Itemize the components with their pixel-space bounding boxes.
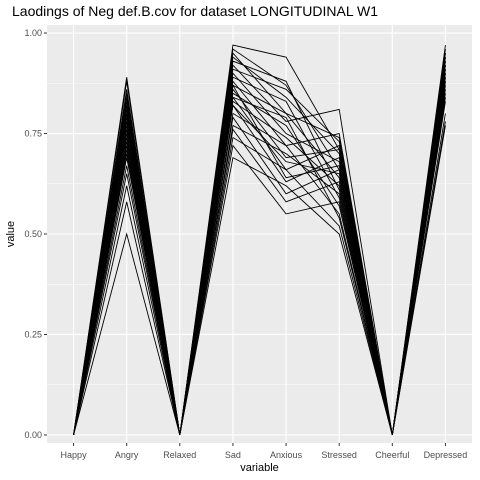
series-line-22 — [73, 97, 446, 436]
y-axis: 0.00 0.25 0.50 0.75 1.00 — [24, 28, 47, 440]
y-tick-label: 0.25 — [24, 329, 42, 339]
x-tick-label: Depressed — [424, 450, 468, 460]
y-tick-label: 0.00 — [24, 430, 42, 440]
x-axis-title: variable — [240, 462, 279, 474]
y-tick-label: 0.75 — [24, 129, 42, 139]
y-tick-label: 0.50 — [24, 229, 42, 239]
grid-layer — [47, 25, 472, 443]
x-tick-label: Sad — [225, 450, 241, 460]
x-tick-label: Happy — [61, 450, 88, 460]
x-tick-label: Cheerful — [375, 450, 409, 460]
x-tick-label: Anxious — [270, 450, 303, 460]
y-axis-title: value — [5, 221, 17, 247]
series-line-6 — [73, 57, 446, 436]
series-line-23 — [73, 101, 446, 436]
chart-title: Laodings of Neg def.B.cov for dataset LO… — [12, 3, 378, 19]
x-tick-label: Stressed — [321, 450, 357, 460]
x-tick-label: Angry — [115, 450, 139, 460]
x-tick-label: Relaxed — [163, 450, 196, 460]
series-line-26 — [73, 104, 446, 436]
x-axis: Happy Angry Relaxed Sad Anxious Stressed Cheer… — [61, 443, 468, 460]
series-layer — [73, 44, 446, 436]
series-line-25 — [73, 96, 446, 436]
y-tick-label: 1.00 — [24, 28, 42, 38]
